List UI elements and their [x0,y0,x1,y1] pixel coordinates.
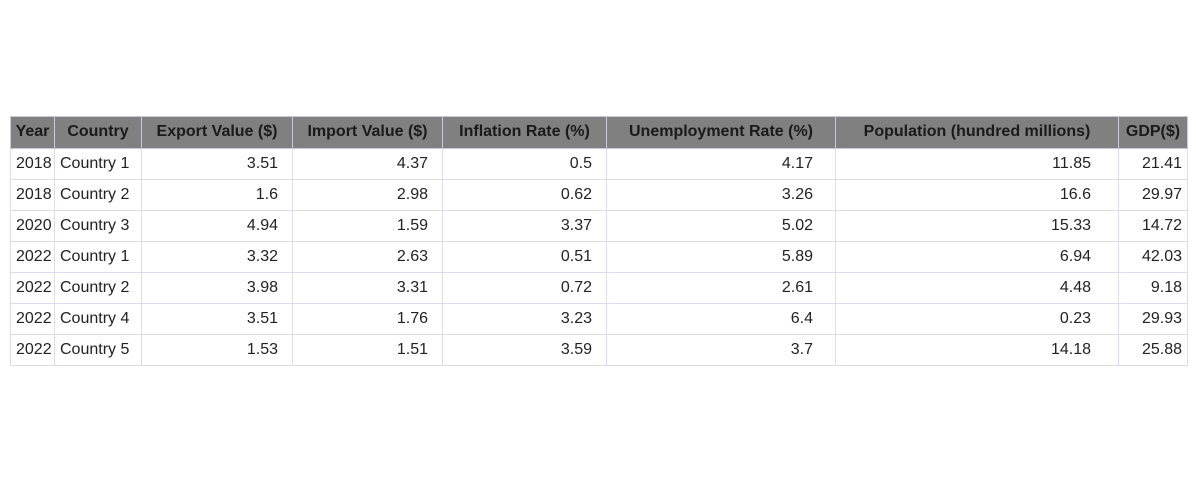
cell-gdp: 42.03 [1118,241,1188,273]
cell-population: 4.48 [835,272,1119,304]
column-header-import-value: Import Value ($) [292,116,443,149]
cell-year: 2018 [10,148,55,180]
cell-unemployment-rate: 5.02 [606,210,836,242]
cell-unemployment-rate: 3.26 [606,179,836,211]
cell-unemployment-rate: 5.89 [606,241,836,273]
cell-export-value: 3.51 [141,303,293,335]
cell-population: 6.94 [835,241,1119,273]
table-row: 2018 Country 2 1.6 2.98 0.62 3.26 16.6 29.97 [10,179,1188,211]
cell-year: 2018 [10,179,55,211]
cell-population: 15.33 [835,210,1119,242]
cell-import-value: 3.31 [292,272,443,304]
cell-import-value: 1.59 [292,210,443,242]
cell-country: Country 4 [54,303,142,335]
table-row: 2022 Country 1 3.32 2.63 0.51 5.89 6.94 42.03 [10,241,1188,273]
table-header-row: Year Country Export Value ($) Import Value … [10,116,1188,149]
table-row: 2022 Country 5 1.53 1.51 3.59 3.7 14.18 25.88 [10,334,1188,366]
cell-export-value: 3.32 [141,241,293,273]
table-row: 2022 Country 4 3.51 1.76 3.23 6.4 0.23 29.93 [10,303,1188,335]
cell-import-value: 2.63 [292,241,443,273]
column-header-export-value: Export Value ($) [141,116,293,149]
cell-gdp: 9.18 [1118,272,1188,304]
cell-gdp: 29.93 [1118,303,1188,335]
column-header-population: Population (hundred millions) [835,116,1119,149]
cell-year: 2022 [10,334,55,366]
cell-population: 14.18 [835,334,1119,366]
cell-inflation-rate: 0.51 [442,241,607,273]
table-row: 2018 Country 1 3.51 4.37 0.5 4.17 11.85 21.41 [10,148,1188,180]
table-row: 2022 Country 2 3.98 3.31 0.72 2.61 4.48 9.18 [10,272,1188,304]
cell-unemployment-rate: 4.17 [606,148,836,180]
cell-inflation-rate: 0.62 [442,179,607,211]
data-table-container: Year Country Export Value ($) Import Value … [10,116,1188,366]
data-table: Year Country Export Value ($) Import Value … [10,116,1188,366]
cell-inflation-rate: 0.72 [442,272,607,304]
cell-inflation-rate: 3.23 [442,303,607,335]
column-header-country: Country [54,116,142,149]
cell-unemployment-rate: 2.61 [606,272,836,304]
cell-export-value: 1.6 [141,179,293,211]
column-header-year: Year [10,116,55,149]
cell-unemployment-rate: 3.7 [606,334,836,366]
cell-gdp: 25.88 [1118,334,1188,366]
table-row: 2020 Country 3 4.94 1.59 3.37 5.02 15.33 14.72 [10,210,1188,242]
cell-unemployment-rate: 6.4 [606,303,836,335]
cell-gdp: 29.97 [1118,179,1188,211]
column-header-gdp: GDP($) [1118,116,1188,149]
column-header-unemployment-rate: Unemployment Rate (%) [606,116,836,149]
cell-country: Country 1 [54,148,142,180]
cell-export-value: 4.94 [141,210,293,242]
cell-country: Country 2 [54,272,142,304]
table-body: 2018 Country 1 3.51 4.37 0.5 4.17 11.85 21.41 20… [10,148,1188,366]
cell-export-value: 3.98 [141,272,293,304]
cell-population: 16.6 [835,179,1119,211]
cell-inflation-rate: 3.37 [442,210,607,242]
cell-year: 2022 [10,272,55,304]
cell-year: 2020 [10,210,55,242]
column-header-inflation-rate: Inflation Rate (%) [442,116,607,149]
cell-year: 2022 [10,303,55,335]
cell-import-value: 4.37 [292,148,443,180]
cell-export-value: 3.51 [141,148,293,180]
cell-year: 2022 [10,241,55,273]
cell-inflation-rate: 0.5 [442,148,607,180]
cell-gdp: 21.41 [1118,148,1188,180]
cell-import-value: 1.51 [292,334,443,366]
cell-import-value: 2.98 [292,179,443,211]
cell-country: Country 2 [54,179,142,211]
cell-gdp: 14.72 [1118,210,1188,242]
cell-population: 0.23 [835,303,1119,335]
cell-inflation-rate: 3.59 [442,334,607,366]
cell-country: Country 3 [54,210,142,242]
cell-export-value: 1.53 [141,334,293,366]
cell-country: Country 5 [54,334,142,366]
cell-country: Country 1 [54,241,142,273]
cell-import-value: 1.76 [292,303,443,335]
cell-population: 11.85 [835,148,1119,180]
